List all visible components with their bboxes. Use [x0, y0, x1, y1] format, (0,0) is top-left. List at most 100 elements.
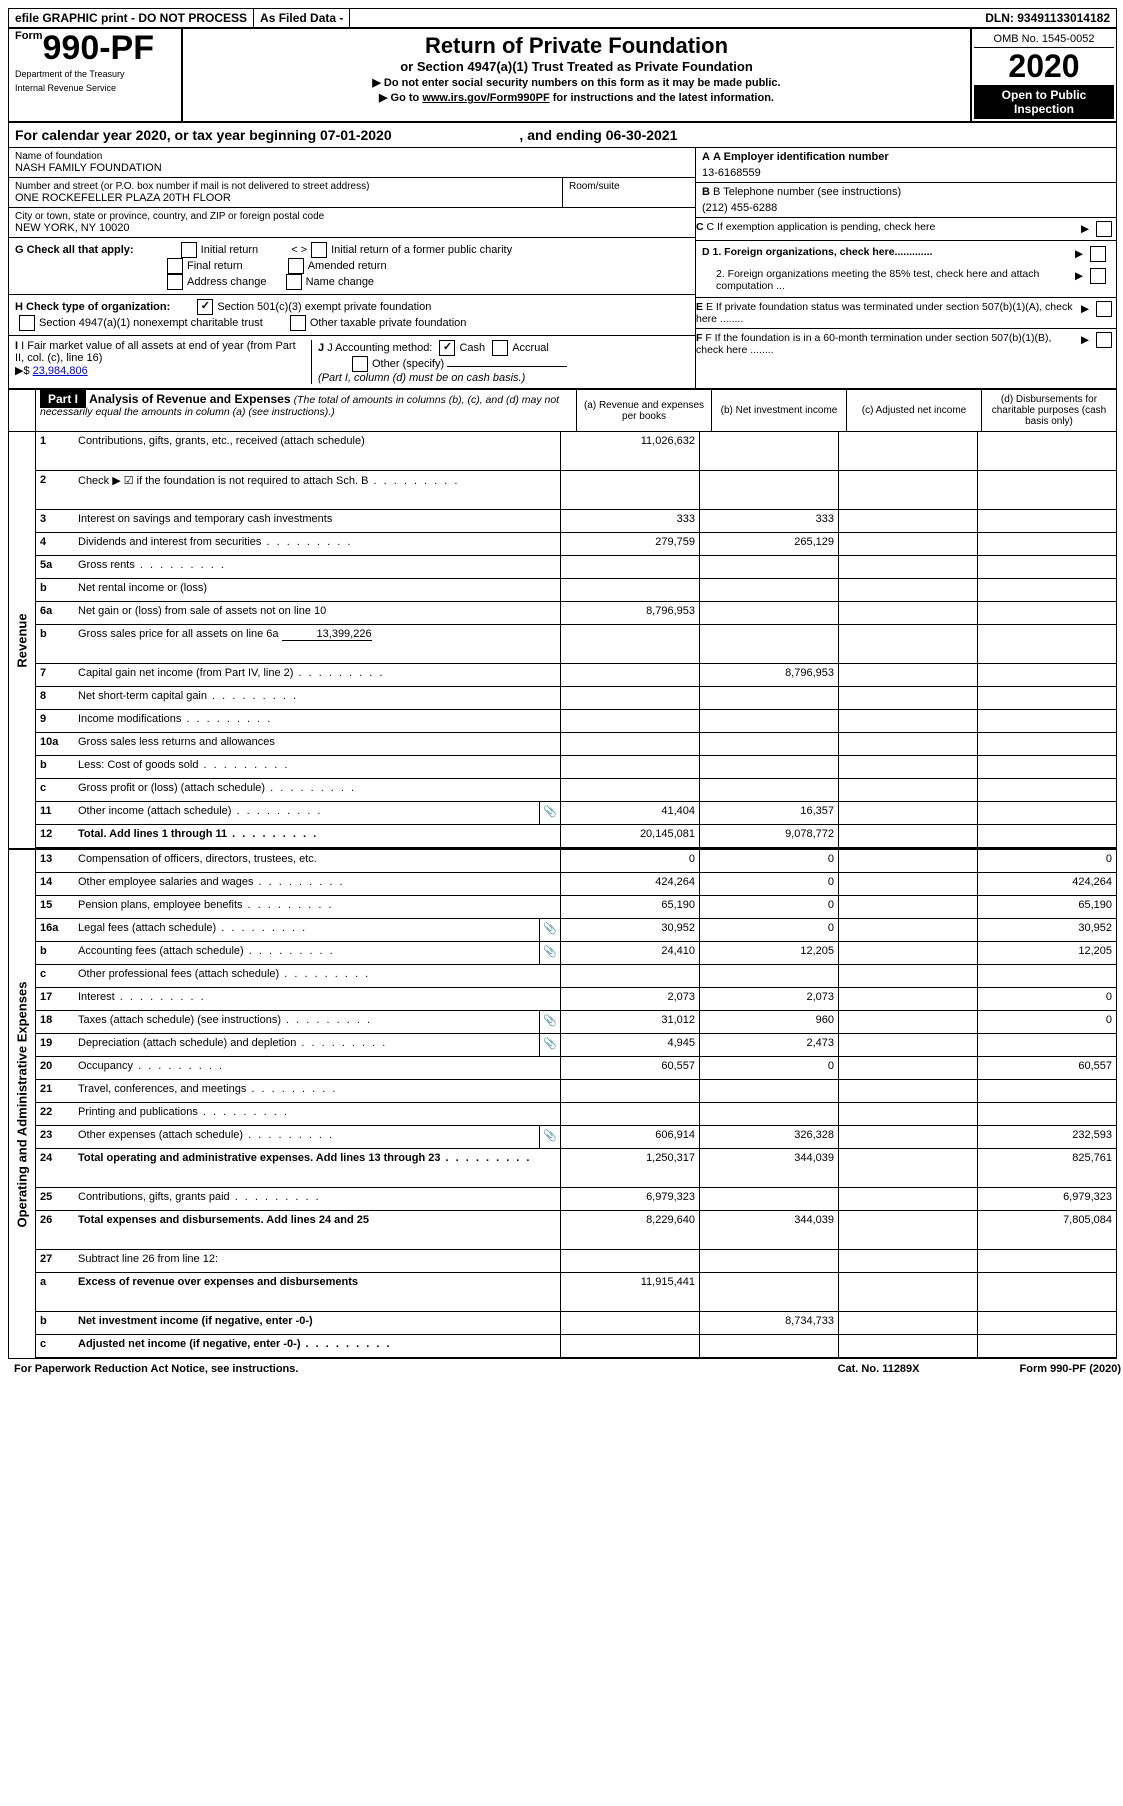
- attach-icon[interactable]: 📎: [539, 942, 560, 964]
- row-desc: Occupancy: [76, 1057, 560, 1079]
- cell-c: [838, 779, 977, 801]
- checkbox-cash[interactable]: ✓: [439, 340, 455, 356]
- row-number: b: [36, 942, 76, 964]
- cell-d: [977, 510, 1116, 532]
- checkbox-c[interactable]: [1096, 221, 1112, 237]
- cell-d: 0: [977, 988, 1116, 1010]
- exp-row-c: cOther professional fees (attach schedul…: [36, 965, 1116, 988]
- attach-icon[interactable]: 📎: [539, 1034, 560, 1056]
- row-number: 8: [36, 687, 76, 709]
- cell-c: [838, 1335, 977, 1357]
- cell-a: 0: [560, 850, 699, 872]
- cell-c: [838, 1034, 977, 1056]
- footer: For Paperwork Reduction Act Notice, see …: [8, 1359, 1123, 1379]
- attach-icon[interactable]: 📎: [539, 1126, 560, 1148]
- cell-d: [977, 664, 1116, 686]
- cell-d: 60,557: [977, 1057, 1116, 1079]
- cell-a: 31,012: [560, 1011, 699, 1033]
- address-row: Number and street (or P.O. box number if…: [9, 178, 695, 208]
- cell-d: [977, 1080, 1116, 1102]
- sub-title: or Section 4947(a)(1) Trust Treated as P…: [187, 59, 966, 74]
- cell-c: [838, 850, 977, 872]
- row-desc: Net gain or (loss) from sale of assets n…: [76, 602, 560, 624]
- row-desc: Travel, conferences, and meetings: [76, 1080, 560, 1102]
- cell-a: 1,250,317: [560, 1149, 699, 1187]
- checkbox-d1[interactable]: [1090, 246, 1106, 262]
- cell-a: 11,915,441: [560, 1273, 699, 1311]
- cell-c: [838, 965, 977, 987]
- irs: Internal Revenue Service: [15, 83, 175, 93]
- cell-c: [838, 1273, 977, 1311]
- checkbox-501c3[interactable]: ✓: [197, 299, 213, 315]
- exp-row-19: 19Depreciation (attach schedule) and dep…: [36, 1034, 1116, 1057]
- cell-a: 11,026,632: [560, 432, 699, 470]
- row-desc: Total. Add lines 1 through 11: [76, 825, 560, 847]
- cell-d: 30,952: [977, 919, 1116, 941]
- cell-d: [977, 602, 1116, 624]
- checkbox-4947[interactable]: [19, 315, 35, 331]
- cell-d: [977, 1273, 1116, 1311]
- checkbox-other-taxable[interactable]: [290, 315, 306, 331]
- cell-a: 8,796,953: [560, 602, 699, 624]
- attach-icon[interactable]: 📎: [539, 919, 560, 941]
- row-desc: Net short-term capital gain: [76, 687, 560, 709]
- checkbox-d2[interactable]: [1090, 268, 1106, 284]
- row-desc: Total expenses and disbursements. Add li…: [76, 1211, 560, 1249]
- cell-b: 8,796,953: [699, 664, 838, 686]
- row-desc: Net rental income or (loss): [76, 579, 560, 601]
- cell-c: [838, 556, 977, 578]
- checkbox-amended[interactable]: [288, 258, 304, 274]
- cell-d: [977, 825, 1116, 847]
- revenue-label: Revenue: [9, 432, 36, 848]
- checkbox-e[interactable]: [1096, 301, 1112, 317]
- cell-d: [977, 733, 1116, 755]
- cell-b: 0: [699, 850, 838, 872]
- attach-icon[interactable]: 📎: [539, 1011, 560, 1033]
- cell-c: [838, 825, 977, 847]
- cell-b: [699, 625, 838, 663]
- cell-d: [977, 965, 1116, 987]
- row-number: a: [36, 1273, 76, 1311]
- row-desc: Other expenses (attach schedule): [76, 1126, 539, 1148]
- cell-c: [838, 510, 977, 532]
- cell-b: [699, 756, 838, 778]
- row-desc: Compensation of officers, directors, tru…: [76, 850, 560, 872]
- row-number: 2: [36, 471, 76, 509]
- rev-row-1: 1Contributions, gifts, grants, etc., rec…: [36, 432, 1116, 471]
- checkbox-f[interactable]: [1096, 332, 1112, 348]
- irs-link[interactable]: www.irs.gov/Form990PF: [422, 92, 549, 104]
- foundation-name: NASH FAMILY FOUNDATION: [15, 162, 689, 174]
- row-number: 17: [36, 988, 76, 1010]
- checkbox-addr-change[interactable]: [167, 274, 183, 290]
- row-g: G Check all that apply: Initial return <…: [9, 238, 695, 295]
- cell-c: [838, 1312, 977, 1334]
- row-number: 9: [36, 710, 76, 732]
- rev-row-5a: 5aGross rents: [36, 556, 1116, 579]
- cell-c: [838, 802, 977, 824]
- row-desc: Gross profit or (loss) (attach schedule): [76, 779, 560, 801]
- row-desc: Printing and publications: [76, 1103, 560, 1125]
- attach-icon[interactable]: 📎: [539, 802, 560, 824]
- checkbox-final[interactable]: [167, 258, 183, 274]
- cell-a: 24,410: [560, 942, 699, 964]
- room-label: Room/suite: [569, 181, 689, 192]
- row-number: 22: [36, 1103, 76, 1125]
- row-desc: Gross sales less returns and allowances: [76, 733, 560, 755]
- exp-row-b: bAccounting fees (attach schedule)📎24,41…: [36, 942, 1116, 965]
- row-f: F F If the foundation is in a 60-month t…: [696, 329, 1116, 359]
- checkbox-accrual[interactable]: [492, 340, 508, 356]
- cell-b: [699, 1273, 838, 1311]
- cell-d: [977, 533, 1116, 555]
- checkbox-name-change[interactable]: [286, 274, 302, 290]
- row-number: 12: [36, 825, 76, 847]
- exp-row-13: 13Compensation of officers, directors, t…: [36, 850, 1116, 873]
- row-d: D 1. Foreign organizations, check here..…: [696, 241, 1116, 298]
- checkbox-initial-former[interactable]: [311, 242, 327, 258]
- checkbox-other-method[interactable]: [352, 356, 368, 372]
- cell-d: [977, 1250, 1116, 1272]
- rev-row-12: 12Total. Add lines 1 through 1120,145,08…: [36, 825, 1116, 848]
- cell-c: [838, 602, 977, 624]
- checkbox-initial[interactable]: [181, 242, 197, 258]
- cell-d: 65,190: [977, 896, 1116, 918]
- street-address: ONE ROCKEFELLER PLAZA 20TH FLOOR: [15, 192, 556, 204]
